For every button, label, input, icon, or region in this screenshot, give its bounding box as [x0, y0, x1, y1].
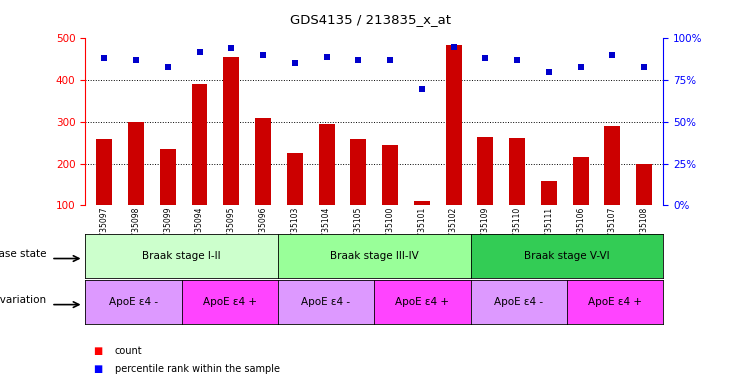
Bar	[192, 84, 207, 205]
Point	[479, 55, 491, 61]
Point	[99, 55, 110, 61]
Bar	[605, 126, 620, 205]
Bar	[255, 118, 271, 205]
Text: Braak stage V-VI: Braak stage V-VI	[524, 251, 610, 262]
Text: ApoE ε4 +: ApoE ε4 +	[396, 297, 449, 308]
Point	[353, 57, 365, 63]
Point	[193, 49, 205, 55]
Bar	[541, 181, 556, 205]
Text: count: count	[115, 346, 142, 356]
Text: GDS4135 / 213835_x_at: GDS4135 / 213835_x_at	[290, 13, 451, 26]
Bar	[223, 57, 239, 205]
Text: ApoE ε4 +: ApoE ε4 +	[588, 297, 642, 308]
Bar	[637, 164, 652, 205]
Text: ApoE ε4 -: ApoE ε4 -	[109, 297, 158, 308]
Text: ApoE ε4 -: ApoE ε4 -	[494, 297, 543, 308]
Text: ■: ■	[93, 346, 102, 356]
Point	[448, 44, 459, 50]
Point	[321, 54, 333, 60]
Point	[638, 64, 650, 70]
Bar	[96, 139, 112, 205]
Text: Braak stage I-II: Braak stage I-II	[142, 251, 221, 262]
Point	[384, 57, 396, 63]
Bar	[445, 45, 462, 205]
Bar	[573, 157, 588, 205]
Bar	[414, 201, 430, 205]
Point	[606, 52, 618, 58]
Bar	[128, 122, 144, 205]
Point	[416, 85, 428, 91]
Text: genotype/variation: genotype/variation	[0, 295, 47, 305]
Bar	[509, 138, 525, 205]
Bar	[319, 124, 334, 205]
Text: ApoE ε4 +: ApoE ε4 +	[203, 297, 256, 308]
Bar	[350, 139, 366, 205]
Point	[130, 57, 142, 63]
Text: ApoE ε4 -: ApoE ε4 -	[302, 297, 350, 308]
Text: Braak stage III-IV: Braak stage III-IV	[330, 251, 419, 262]
Bar	[477, 137, 494, 205]
Bar	[287, 153, 303, 205]
Point	[543, 69, 555, 75]
Point	[162, 64, 173, 70]
Bar	[160, 149, 176, 205]
Text: percentile rank within the sample: percentile rank within the sample	[115, 364, 280, 374]
Point	[225, 45, 237, 51]
Point	[257, 52, 269, 58]
Bar	[382, 145, 398, 205]
Text: ■: ■	[93, 364, 102, 374]
Point	[575, 64, 587, 70]
Point	[289, 60, 301, 66]
Point	[511, 57, 523, 63]
Text: disease state: disease state	[0, 249, 47, 259]
